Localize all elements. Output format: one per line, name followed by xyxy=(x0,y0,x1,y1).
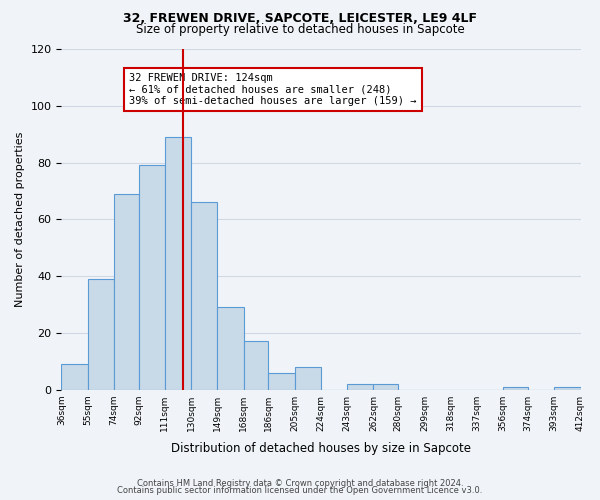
Bar xyxy=(165,137,191,390)
Bar xyxy=(554,387,581,390)
Bar xyxy=(217,308,244,390)
Text: Contains HM Land Registry data © Crown copyright and database right 2024.: Contains HM Land Registry data © Crown c… xyxy=(137,478,463,488)
Bar xyxy=(61,364,88,390)
Bar xyxy=(373,384,398,390)
Bar xyxy=(88,279,114,390)
Bar xyxy=(191,202,217,390)
Bar xyxy=(244,342,268,390)
X-axis label: Distribution of detached houses by size in Sapcote: Distribution of detached houses by size … xyxy=(171,442,471,455)
Bar xyxy=(503,387,528,390)
Text: Contains public sector information licensed under the Open Government Licence v3: Contains public sector information licen… xyxy=(118,486,482,495)
Text: 32, FREWEN DRIVE, SAPCOTE, LEICESTER, LE9 4LF: 32, FREWEN DRIVE, SAPCOTE, LEICESTER, LE… xyxy=(123,12,477,26)
Bar xyxy=(114,194,139,390)
Text: Size of property relative to detached houses in Sapcote: Size of property relative to detached ho… xyxy=(136,22,464,36)
Y-axis label: Number of detached properties: Number of detached properties xyxy=(15,132,25,307)
Bar xyxy=(268,372,295,390)
Bar xyxy=(139,166,165,390)
Text: 32 FREWEN DRIVE: 124sqm
← 61% of detached houses are smaller (248)
39% of semi-d: 32 FREWEN DRIVE: 124sqm ← 61% of detache… xyxy=(129,73,416,106)
Bar xyxy=(347,384,373,390)
Bar xyxy=(295,367,321,390)
